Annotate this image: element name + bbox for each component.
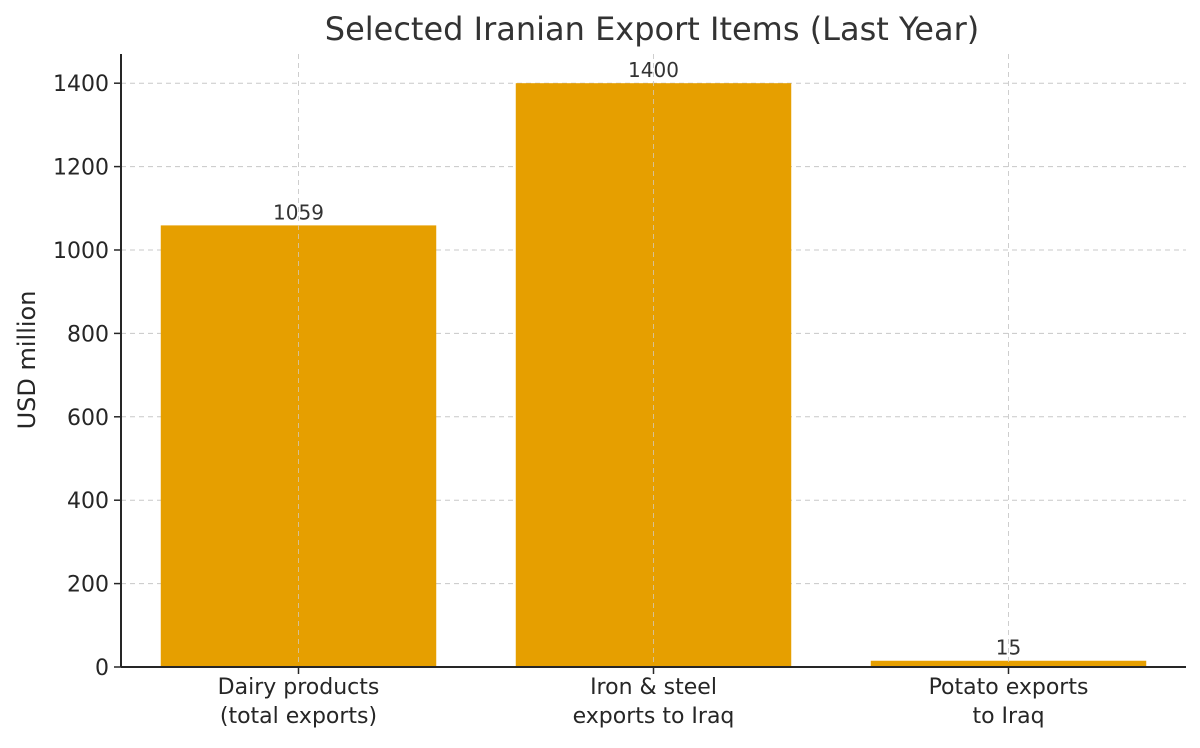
bar-value-label: 1400: [628, 58, 679, 82]
y-axis-label: USD million: [13, 291, 41, 430]
bar-value-label: 15: [996, 636, 1021, 660]
x-tick-label: to Iraq: [972, 704, 1044, 729]
y-tick-label: 1200: [53, 156, 109, 181]
y-tick-label: 1400: [53, 72, 109, 97]
bar-value-label: 1059: [273, 200, 324, 224]
y-tick-label: 400: [67, 489, 109, 514]
bars: [160, 54, 1147, 667]
bar: [870, 660, 1147, 667]
y-tick-label: 200: [67, 573, 109, 598]
x-tick-label: exports to Iraq: [573, 704, 735, 729]
chart-title: Selected Iranian Export Items (Last Year…: [325, 10, 979, 48]
y-tick-label: 600: [67, 406, 109, 431]
x-tick-label: Potato exports: [929, 675, 1089, 700]
y-tick-label: 800: [67, 322, 109, 347]
x-tick-label: Dairy products: [218, 675, 380, 700]
y-tick-label: 1000: [53, 239, 109, 264]
value-labels: 1059 1400 15: [273, 58, 1021, 660]
x-tick-label: Iron & steel: [590, 675, 717, 700]
y-tick-label: 0: [95, 656, 109, 681]
axes: 0 200 400 600 800 1000 1200 1400 Dairy products (…: [53, 54, 1186, 729]
x-tick-label: (total exports): [220, 704, 377, 729]
